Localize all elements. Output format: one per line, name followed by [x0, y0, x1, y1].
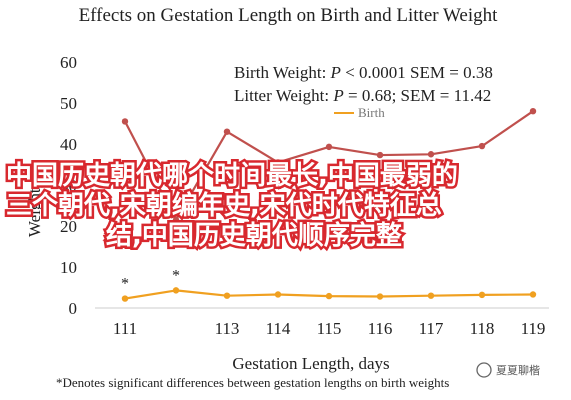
data-point: [274, 159, 282, 166]
overlay-text: 中国历史朝代哪个时间最长,中国最弱的 三个朝代,宋朝编年史,宋代时代特征总 结,…: [4, 158, 461, 254]
significance-marker: *: [121, 276, 129, 293]
watermark-icon: [476, 362, 492, 378]
y-tick-label: 30: [60, 176, 77, 195]
data-point: [376, 293, 384, 300]
x-tick-label: 116: [368, 319, 393, 338]
legend-label-birth: Birth: [358, 105, 385, 120]
x-axis-label: Gestation Length, days: [232, 354, 389, 373]
legend-label-litter: Li: [358, 195, 370, 210]
x-tick-label: 118: [470, 319, 495, 338]
x-tick-label: 119: [521, 319, 546, 338]
data-point: [478, 142, 486, 150]
data-point: [427, 151, 435, 158]
data-point: [274, 291, 282, 298]
y-tick-label: 40: [60, 135, 77, 154]
x-tick-label: 111: [113, 319, 137, 338]
chart-title: Effects on Gestation Length on Birth and…: [79, 5, 499, 26]
data-point: [427, 292, 435, 299]
y-tick-label: 50: [60, 94, 77, 113]
watermark-text: 夏夏聊楷: [496, 363, 540, 377]
y-axis-ticks: 0 10 20 30 40 50 60: [60, 53, 77, 318]
data-point: [376, 151, 384, 159]
x-tick-label: 117: [419, 319, 444, 338]
x-tick-label: 115: [317, 319, 342, 338]
y-tick-label: 10: [60, 258, 77, 277]
data-point: [529, 108, 537, 115]
x-axis-ticks: 111 113 114 115 116 117 118 119: [113, 319, 546, 338]
series-layer: [121, 108, 537, 302]
overlay-line-1: 中国历史朝代哪个时间最长,中国最弱的: [6, 160, 458, 191]
data-point: [325, 292, 333, 300]
x-tick-label: 113: [215, 319, 240, 338]
stats-birth-weight: Birth Weight: P < 0.0001 SEM = 0.38: [234, 63, 493, 82]
overlay-line-2: 三个朝代,宋朝编年史,宋代时代特征总: [6, 190, 442, 221]
y-tick-label: 0: [69, 299, 78, 318]
data-point: [529, 291, 537, 298]
data-point: [325, 143, 333, 151]
data-point: [223, 128, 231, 135]
footnote: *Denotes significant differences between…: [56, 375, 449, 390]
stats-litter-weight: Litter Weight: P = 0.68; SEM = 11.42: [234, 86, 491, 105]
significance-marker: *: [172, 267, 180, 284]
y-tick-label: 20: [60, 217, 77, 236]
data-point: [223, 292, 231, 299]
x-tick-label: 114: [266, 319, 291, 338]
y-axis-label: Weight, kg: [25, 162, 44, 237]
significance-markers: * *: [121, 267, 180, 292]
watermark: 夏夏聊楷: [476, 362, 540, 378]
data-point: [478, 291, 486, 299]
y-tick-label: 60: [60, 53, 77, 72]
data-point: [172, 216, 180, 224]
data-point: [172, 287, 180, 294]
data-point: [121, 118, 129, 125]
overlay-line-3: 结,中国历史朝代顺序完整: [106, 220, 402, 251]
legend: Birth Li: [334, 105, 385, 210]
data-point: [121, 295, 129, 302]
